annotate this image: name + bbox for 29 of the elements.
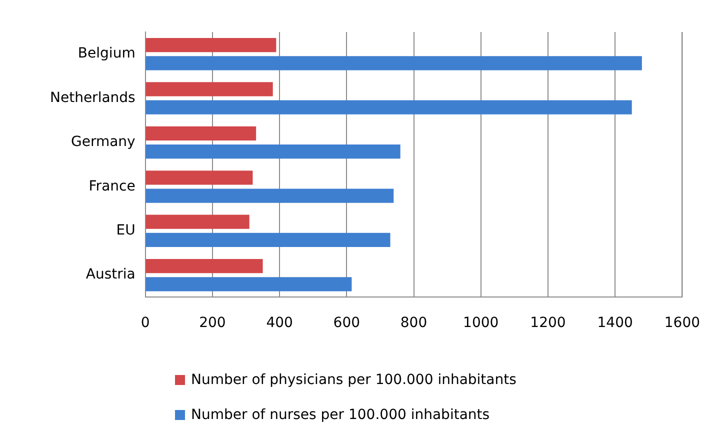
x-tick-label: 1600 — [664, 315, 700, 332]
bar — [146, 258, 263, 274]
x-tick-label: 1200 — [530, 315, 566, 332]
x-tick-label: 200 — [199, 315, 226, 332]
bar — [146, 214, 250, 229]
x-tick-label: 400 — [266, 315, 293, 332]
y-tick-label: EU — [116, 222, 136, 239]
bar — [146, 126, 256, 141]
bar — [146, 232, 390, 248]
x-tick-label: 0 — [140, 315, 150, 332]
y-tick-label: Austria — [86, 266, 136, 283]
bar — [146, 38, 276, 52]
y-tick-label: France — [88, 178, 136, 194]
x-tick-label: 800 — [400, 315, 428, 332]
y-tick-label: Germany — [70, 134, 136, 150]
legend-label: Number of nurses per 100.000 inhabitants — [191, 407, 490, 423]
bar — [146, 56, 642, 70]
y-tick-label: Belgium — [78, 46, 136, 62]
y-tick-label: Netherlands — [50, 90, 136, 106]
bar — [146, 170, 253, 185]
bar — [146, 188, 394, 203]
bar — [146, 144, 400, 159]
legend-label: Number of physicians per 100.000 inhabitants — [191, 372, 516, 388]
x-tick-label: 1000 — [463, 315, 499, 332]
bar — [146, 277, 352, 292]
bar — [146, 100, 632, 114]
x-tick-label: 600 — [333, 315, 360, 332]
bar — [146, 82, 273, 96]
x-tick-label: 1400 — [597, 315, 633, 332]
